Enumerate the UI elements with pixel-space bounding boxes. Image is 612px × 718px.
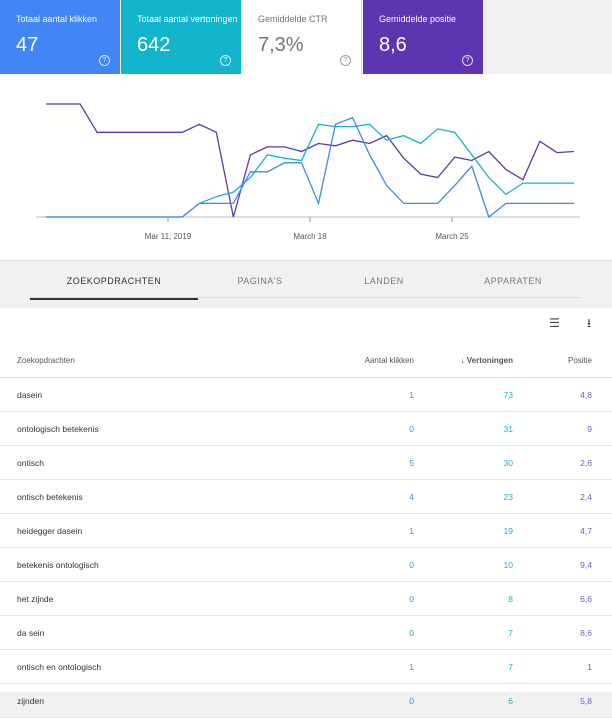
impressions-cell: 31 — [503, 424, 513, 434]
query-cell: betekenis ontologisch — [17, 560, 99, 570]
query-cell: het zijnde — [17, 594, 54, 604]
position-cell: 9,4 — [580, 560, 592, 570]
header-impressions[interactable]: ↓ Vertoningen — [461, 356, 513, 365]
query-cell: ontologisch betekenis — [17, 424, 99, 434]
tab-bar: ZOEKOPDRACHTEN PAGINA'S LANDEN APPARATEN — [0, 264, 612, 300]
position-cell: 8,6 — [580, 628, 592, 638]
header-impressions-label: Vertoningen — [466, 356, 513, 365]
series-line — [46, 123, 574, 218]
position-cell: 4,7 — [580, 526, 592, 536]
tab-devices[interactable]: APPARATEN — [484, 276, 542, 286]
table-row[interactable]: ontisch 5 30 2,6 — [0, 446, 612, 480]
performance-chart: Mar 11, 2019 March 18 March 25 — [0, 74, 612, 261]
table-row[interactable]: ontologisch betekenis 0 31 9 — [0, 412, 612, 446]
impressions-cell: 30 — [503, 458, 513, 468]
clicks-cell: 0 — [409, 594, 414, 604]
card-label: Totaal aantal vertoningen — [137, 14, 238, 24]
clicks-cell: 4 — [409, 492, 414, 502]
impressions-cell: 8 — [508, 594, 513, 604]
table-row[interactable]: da sein 0 7 8,6 — [0, 616, 612, 650]
header-clicks[interactable]: Aantal klikken — [364, 356, 414, 365]
query-cell: da sein — [17, 628, 45, 638]
position-cell: 9 — [587, 424, 592, 434]
table-row[interactable]: het zijnde 0 8 6,6 — [0, 582, 612, 616]
query-cell: ontisch — [17, 458, 44, 468]
card-label: Gemiddelde positie — [379, 14, 457, 24]
help-icon[interactable]: ? — [462, 55, 473, 66]
position-cell: 1 — [587, 662, 592, 672]
impressions-cell: 23 — [503, 492, 513, 502]
table-row[interactable]: zijnden 0 6 5,8 — [0, 684, 612, 718]
header-position[interactable]: Positie — [567, 356, 592, 365]
tab-pages[interactable]: PAGINA'S — [237, 276, 283, 286]
impressions-cell: 7 — [508, 662, 513, 672]
query-cell: zijnden — [17, 696, 44, 706]
clicks-cell: 0 — [409, 560, 414, 570]
tab-countries[interactable]: LANDEN — [364, 276, 404, 286]
card-total-clicks[interactable]: Totaal aantal klikken 47 ? — [0, 0, 120, 74]
card-label: Totaal aantal klikken — [16, 14, 98, 24]
series-line — [46, 116, 574, 219]
table-body: dasein 1 73 4,8 ontologisch betekenis 0 31 9 ont… — [0, 378, 612, 718]
impressions-cell: 19 — [503, 526, 513, 536]
card-label: Gemiddelde CTR — [258, 14, 328, 24]
query-cell: heidegger dasein — [17, 526, 83, 536]
impressions-cell: 73 — [503, 390, 513, 400]
position-cell: 6,6 — [580, 594, 592, 604]
card-value: 642 — [137, 34, 171, 56]
table-row[interactable]: heidegger dasein 1 19 4,7 — [0, 514, 612, 548]
card-average-ctr[interactable]: Gemiddelde CTR 7,3% ? — [242, 0, 362, 74]
card-value: 47 — [16, 34, 39, 56]
position-cell: 4,8 — [580, 390, 592, 400]
performance-chart-svg: Mar 11, 2019 March 18 March 25 — [36, 103, 580, 241]
clicks-cell: 1 — [409, 526, 414, 536]
series-line — [46, 103, 575, 218]
query-cell: dasein — [17, 390, 43, 400]
help-icon[interactable]: ? — [99, 55, 110, 66]
query-cell: ontisch betekenis — [17, 492, 83, 502]
download-icon[interactable]: ⭳ — [586, 316, 592, 330]
clicks-cell: 0 — [409, 424, 414, 434]
impressions-cell: 10 — [503, 560, 513, 570]
filter-icon[interactable]: ☰ — [549, 316, 560, 330]
table-row[interactable]: ontisch betekenis 4 23 2,4 — [0, 480, 612, 514]
clicks-cell: 0 — [409, 696, 414, 706]
table-toolbar: ☰ ⭳ — [532, 314, 596, 332]
queries-table: ☰ ⭳ Zoekopdrachten Aantal klikken ↓ Vert… — [0, 308, 612, 718]
card-value: 7,3% — [258, 34, 304, 56]
position-cell: 2,4 — [580, 492, 592, 502]
tab-divider — [30, 297, 580, 298]
card-value: 8,6 — [379, 34, 407, 56]
clicks-cell: 1 — [409, 390, 414, 400]
card-average-position[interactable]: Gemiddelde positie 8,6 ? — [363, 0, 483, 74]
position-cell: 5,8 — [580, 696, 592, 706]
impressions-cell: 6 — [508, 696, 513, 706]
summary-cards: Totaal aantal klikken 47 ? Totaal aantal… — [0, 0, 612, 74]
table-row[interactable]: dasein 1 73 4,8 — [0, 378, 612, 412]
card-total-impressions[interactable]: Totaal aantal vertoningen 642 ? — [121, 0, 241, 74]
table-row[interactable]: ontisch en ontologisch 1 7 1 — [0, 650, 612, 684]
impressions-cell: 7 — [508, 628, 513, 638]
table-row[interactable]: betekenis ontologisch 0 10 9,4 — [0, 548, 612, 582]
x-tick-label: Mar 11, 2019 — [145, 232, 192, 241]
position-cell: 2,6 — [580, 458, 592, 468]
clicks-cell: 5 — [409, 458, 414, 468]
clicks-cell: 1 — [409, 662, 414, 672]
sort-arrow-icon: ↓ — [460, 356, 465, 365]
header-queries[interactable]: Zoekopdrachten — [17, 356, 75, 365]
x-tick-label: March 25 — [435, 232, 469, 241]
help-icon[interactable]: ? — [340, 55, 351, 66]
help-icon[interactable]: ? — [220, 55, 231, 66]
tab-queries[interactable]: ZOEKOPDRACHTEN — [30, 264, 198, 300]
x-tick-label: March 18 — [293, 232, 327, 241]
query-cell: ontisch en ontologisch — [17, 662, 102, 672]
clicks-cell: 0 — [409, 628, 414, 638]
table-header: Zoekopdrachten Aantal klikken ↓ Vertonin… — [0, 344, 612, 378]
